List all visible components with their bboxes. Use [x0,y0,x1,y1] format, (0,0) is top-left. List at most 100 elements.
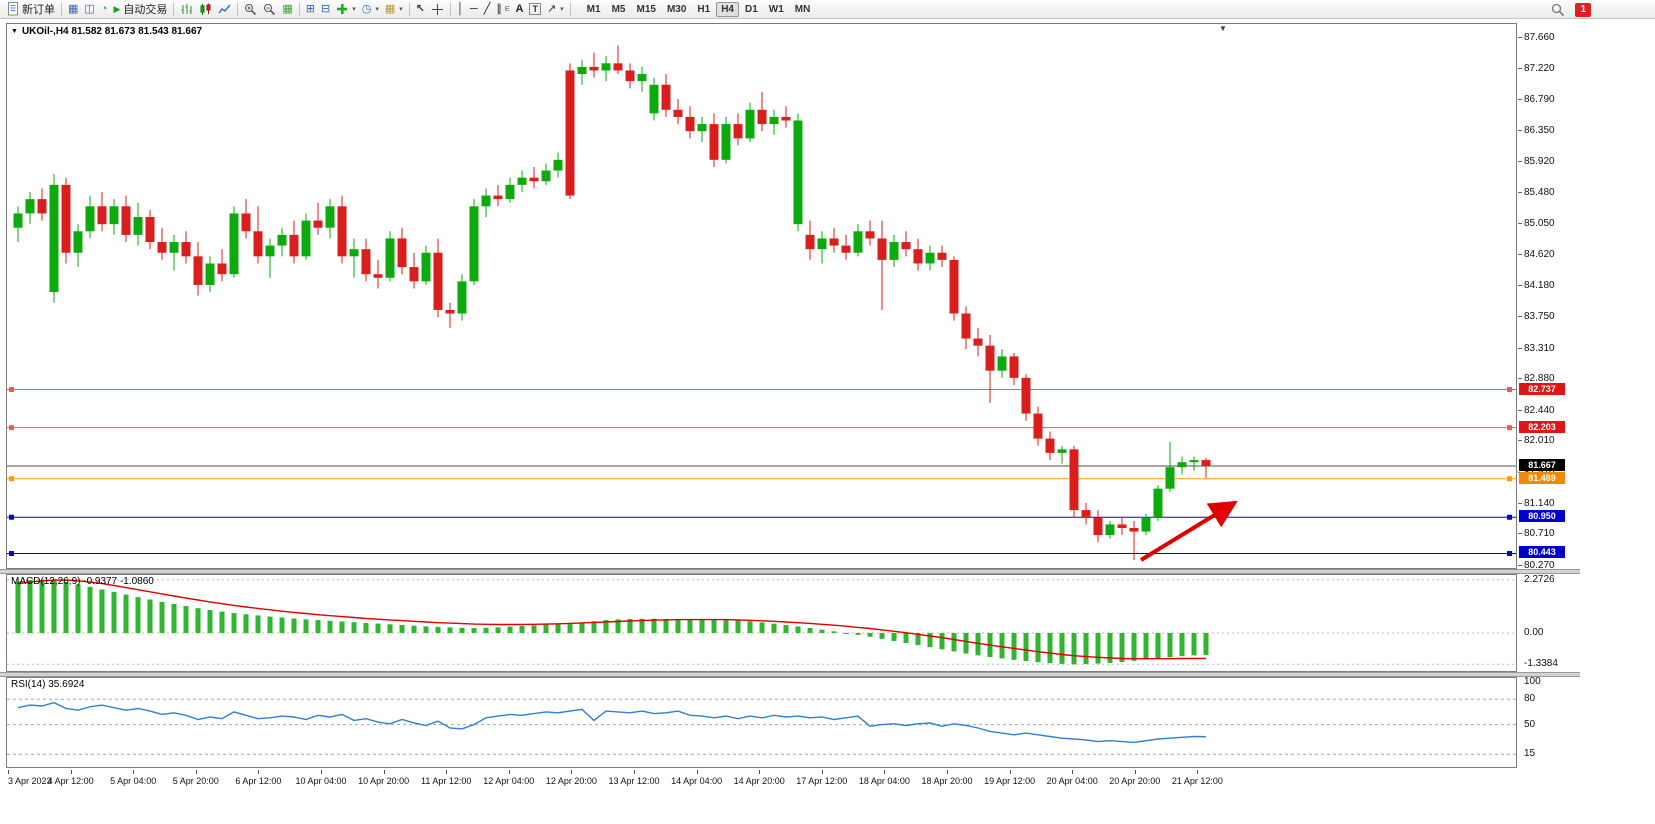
timeframe-button-w1[interactable]: W1 [768,3,784,15]
timeframe-group: M1 M5 M15 M30 H1 H4 D1 W1 MN [582,1,816,17]
time-tickmark [8,770,9,774]
timeframe-button-m5[interactable]: M5 [611,3,626,15]
collapse-icon[interactable]: ▼ [11,28,18,35]
time-label: 3 Apr 2023 [8,776,52,786]
price-tick: 85.920 [1524,155,1555,167]
channel-tool-button[interactable]: ∥ E [493,1,512,17]
price-axis[interactable]: 87.660 87.220 86.790 86.350 85.920 85.480 85.0… [1518,23,1580,571]
time-tickmark [634,770,635,774]
rsi-plot[interactable] [7,678,1516,767]
candlestick-plot[interactable] [7,24,1516,568]
time-tickmark [70,770,72,774]
data-window-button[interactable]: ◫ [81,1,97,17]
search-icon[interactable] [1551,3,1565,17]
horizontal-line-tool-button[interactable]: ─ [467,1,481,17]
price-tickmark [1518,68,1522,70]
bar-chart-type-button[interactable] [177,1,196,17]
new-order-icon [8,2,18,16]
price-tickmark [1518,253,1522,255]
notification-badge[interactable]: 1 [1575,2,1591,17]
time-tickmark [821,770,823,774]
rsi-axis[interactable]: 100 80 50 15 [1518,676,1580,768]
arrows-tool-button[interactable]: ↗ ▾ [544,1,567,17]
zoom-out-icon [264,3,276,15]
market-watch-button[interactable]: ▦ [65,1,81,17]
chart-shift-marker[interactable]: ▼ [1219,24,1227,33]
crosshair-tool-button[interactable] [428,1,447,17]
macd-axis[interactable]: 2.2726 0.00 -1.3384 [1518,574,1580,672]
level-price-tag[interactable]: 82.203 [1519,420,1565,433]
line-chart-type-button[interactable] [215,1,234,17]
textbox-tool-button[interactable]: T [526,1,544,17]
timeframe-button-d1[interactable]: D1 [744,3,758,15]
template-menu-button[interactable]: ▦ ▾ [382,1,406,17]
time-axis[interactable]: 3 Apr 2023 4 Apr 12:00 5 Apr 04:00 5 Apr 20… [6,770,1578,792]
panel-splitter[interactable] [0,569,1580,574]
navigator-button[interactable]: ◔ [98,1,111,17]
time-tickmark [383,770,385,774]
zoom-in-button[interactable] [241,1,260,17]
price-chart-panel[interactable]: ▼ UKOil-,H4 81.582 81.673 81.543 81.667 … [6,23,1517,569]
time-tickmark [133,770,135,774]
chevron-down-icon: ▾ [352,6,356,13]
candle-chart-type-button[interactable] [196,1,215,17]
price-tick: 86.790 [1524,93,1555,105]
time-label: 17 Apr 12:00 [796,776,848,786]
time-label: 5 Apr 04:00 [110,776,157,786]
tile-windows-button[interactable]: ▦ [279,1,295,17]
timeframe-button-m1[interactable]: M1 [586,3,601,15]
panel-splitter[interactable] [0,672,1580,677]
candlestick-chart-icon [200,3,211,15]
current-price-tag[interactable]: 81.667 [1519,458,1565,471]
autotrading-button[interactable]: ▶ 自动交易 [110,1,170,17]
arrange-windows-button[interactable]: ⊞ [303,1,318,17]
timeframe-button-m30[interactable]: M30 [666,3,687,15]
timeframe-button-h4[interactable]: H4 [716,1,739,17]
horizontal-line-icon: ─ [469,3,478,15]
price-tick: 87.660 [1524,31,1555,43]
time-label: 21 Apr 12:00 [1171,776,1223,786]
time-label: 12 Apr 04:00 [483,776,535,786]
timeframe-button-m15[interactable]: M15 [636,3,656,15]
level-price-tag[interactable]: 82.737 [1519,382,1565,395]
level-price-tag[interactable]: 80.950 [1519,510,1565,523]
new-order-button[interactable]: 新订单 [4,1,58,17]
time-label: 18 Apr 04:00 [858,776,910,786]
time-label: 14 Apr 20:00 [733,776,785,786]
template-icon: ▦ [384,3,396,15]
price-tickmark [1518,378,1522,380]
cursor-icon: ↖ [415,3,426,15]
toolbar-separator [237,2,239,16]
price-tick: 83.750 [1524,311,1555,323]
cascade-windows-button[interactable]: ⊟ [318,1,333,17]
price-tick: 83.310 [1524,342,1555,354]
vertical-line-tool-button[interactable]: │ [454,1,467,17]
price-tickmark [1518,564,1522,566]
time-label: 18 Apr 20:00 [921,776,973,786]
cursor-tool-button[interactable]: ↖ [413,1,428,17]
time-tickmark [947,770,948,774]
trendline-tool-button[interactable]: ╱ [481,1,494,17]
macd-panel[interactable]: MACD(12,26,9) -0.9377 -1.0860 [6,574,1517,672]
zoom-out-button[interactable] [260,1,279,17]
textbox-tool-label: T [529,3,541,15]
price-tick: 82.440 [1524,404,1555,416]
macd-plot[interactable] [7,575,1516,671]
time-label: 12 Apr 20:00 [545,776,597,786]
rsi-panel[interactable]: RSI(14) 35.6924 [6,677,1517,768]
rsi-tick: 15 [1524,748,1536,760]
timeframe-button-h1[interactable]: H1 [697,3,711,15]
level-lines[interactable] [7,387,1516,556]
period-menu-button[interactable]: ◷ ▾ [359,1,382,17]
trend-arrow-annotation[interactable] [1139,500,1238,562]
time-label: 13 Apr 12:00 [608,776,660,786]
price-tickmark [1518,533,1522,535]
level-price-tag[interactable]: 81.489 [1519,471,1565,484]
price-tick: 85.480 [1524,187,1555,199]
level-price-tag[interactable]: 80.443 [1519,546,1565,559]
timeframe-button-mn[interactable]: MN [794,3,811,15]
price-tickmark [1518,285,1522,287]
macd-signal-line [17,579,1207,660]
add-indicator-button[interactable]: ▾ [333,1,359,17]
text-tool-button[interactable]: A [512,1,526,17]
